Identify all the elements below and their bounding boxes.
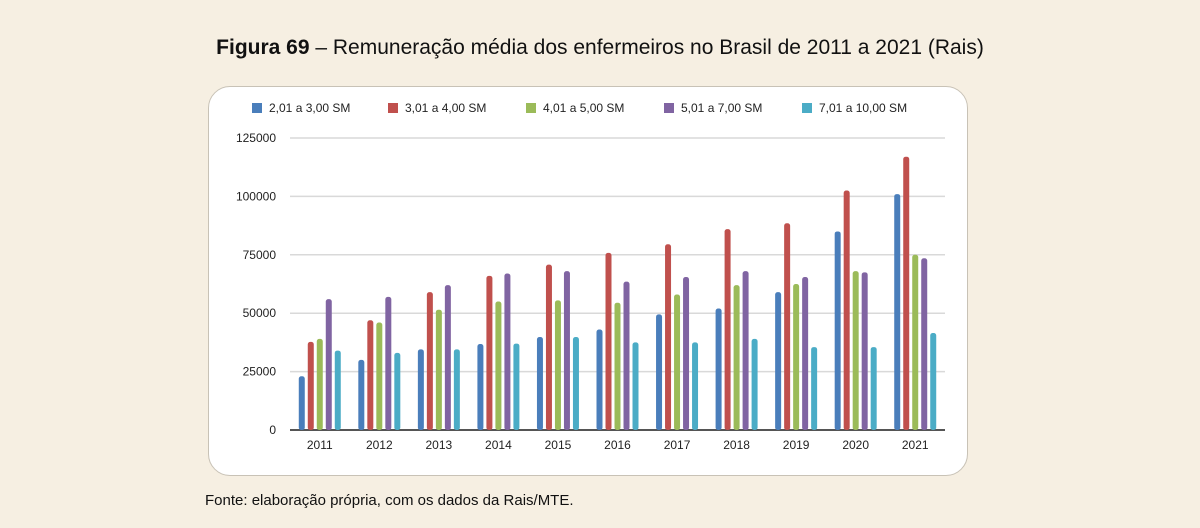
bar-3-01-a-4-00-SM-2020 [843, 190, 850, 430]
bar-3-01-a-4-00-SM-2021 [903, 156, 910, 431]
bar-7-01-a-10-00-SM-2011 [334, 350, 341, 430]
bar-7-01-a-10-00-SM-2020 [870, 347, 877, 430]
bar-2-01-a-3-00-SM-2016 [596, 329, 603, 430]
bar-2-01-a-3-00-SM-2012 [358, 359, 365, 430]
source-note: Fonte: elaboração própria, com os dados … [205, 492, 574, 509]
bar-4-01-a-5-00-SM-2020 [852, 271, 859, 430]
bar-4-01-a-5-00-SM-2019 [793, 284, 800, 430]
bar-4-01-a-5-00-SM-2018 [733, 285, 740, 430]
bar-4-01-a-5-00-SM-2017 [674, 294, 681, 430]
legend-label: 4,01 a 5,00 SM [543, 101, 624, 115]
x-tick-label: 2011 [307, 438, 333, 452]
legend-label: 2,01 a 3,00 SM [269, 101, 350, 115]
legend-swatch [664, 103, 674, 113]
bar-7-01-a-10-00-SM-2012 [394, 352, 401, 430]
legend-swatch [388, 103, 398, 113]
bar-5-01-a-7-00-SM-2011 [325, 299, 332, 430]
legend-label: 5,01 a 7,00 SM [681, 101, 762, 115]
x-tick-label: 2014 [485, 438, 512, 452]
bar-4-01-a-5-00-SM-2015 [554, 300, 561, 430]
bar-5-01-a-7-00-SM-2014 [504, 273, 511, 430]
bar-7-01-a-10-00-SM-2015 [572, 337, 579, 430]
bar-5-01-a-7-00-SM-2017 [683, 276, 690, 430]
x-tick-label: 2020 [842, 438, 869, 452]
x-tick-label: 2019 [783, 438, 810, 452]
x-tick-label: 2015 [545, 438, 572, 452]
y-tick-label: 0 [269, 423, 276, 437]
bar-2-01-a-3-00-SM-2013 [417, 349, 424, 430]
bar-7-01-a-10-00-SM-2019 [811, 347, 818, 430]
bar-3-01-a-4-00-SM-2018 [724, 229, 731, 430]
legend-swatch [526, 103, 536, 113]
bar-3-01-a-4-00-SM-2017 [665, 244, 672, 430]
x-tick-label: 2013 [426, 438, 453, 452]
bar-5-01-a-7-00-SM-2021 [921, 258, 928, 430]
bar-5-01-a-7-00-SM-2020 [861, 272, 868, 430]
y-tick-label: 75000 [243, 248, 277, 262]
bar-2-01-a-3-00-SM-2011 [298, 376, 305, 430]
y-tick-label: 50000 [243, 306, 277, 320]
chart-container [208, 86, 968, 476]
x-tick-label: 2016 [604, 438, 631, 452]
bar-3-01-a-4-00-SM-2015 [545, 264, 552, 430]
bar-7-01-a-10-00-SM-2016 [632, 342, 639, 430]
figure-caption: – Remuneração média dos enfermeiros no B… [309, 36, 984, 59]
bar-4-01-a-5-00-SM-2013 [435, 309, 442, 430]
bar-2-01-a-3-00-SM-2019 [775, 292, 782, 430]
bar-4-01-a-5-00-SM-2021 [912, 254, 919, 430]
y-tick-label: 25000 [243, 365, 277, 379]
bar-5-01-a-7-00-SM-2012 [385, 296, 392, 430]
bar-5-01-a-7-00-SM-2018 [742, 271, 749, 430]
legend-swatch [802, 103, 812, 113]
bar-4-01-a-5-00-SM-2014 [495, 301, 502, 430]
bar-2-01-a-3-00-SM-2018 [715, 308, 722, 430]
bar-2-01-a-3-00-SM-2020 [834, 231, 841, 430]
bar-4-01-a-5-00-SM-2011 [316, 338, 323, 430]
bar-2-01-a-3-00-SM-2014 [477, 344, 484, 430]
y-tick-label: 125000 [236, 131, 276, 145]
figure-number: Figura 69 [216, 36, 310, 59]
bar-4-01-a-5-00-SM-2016 [614, 302, 621, 430]
bar-5-01-a-7-00-SM-2013 [444, 285, 451, 430]
x-tick-label: 2017 [664, 438, 691, 452]
bar-3-01-a-4-00-SM-2013 [426, 292, 433, 430]
legend-swatch [252, 103, 262, 113]
bar-7-01-a-10-00-SM-2017 [692, 342, 699, 430]
x-tick-label: 2021 [902, 438, 929, 452]
bar-7-01-a-10-00-SM-2014 [513, 343, 520, 430]
bar-5-01-a-7-00-SM-2016 [623, 281, 630, 430]
bar-4-01-a-5-00-SM-2012 [376, 322, 383, 430]
bar-3-01-a-4-00-SM-2011 [307, 341, 314, 430]
bar-7-01-a-10-00-SM-2018 [751, 338, 758, 430]
x-tick-label: 2018 [723, 438, 750, 452]
x-tick-label: 2012 [366, 438, 393, 452]
bar-2-01-a-3-00-SM-2021 [894, 194, 901, 430]
bar-7-01-a-10-00-SM-2021 [930, 333, 937, 430]
bar-2-01-a-3-00-SM-2017 [656, 314, 663, 430]
y-tick-label: 100000 [236, 189, 276, 203]
figure-title: Figura 69 – Remuneração média dos enferm… [0, 36, 1200, 60]
bar-5-01-a-7-00-SM-2015 [563, 271, 570, 430]
legend-label: 3,01 a 4,00 SM [405, 101, 486, 115]
bar-5-01-a-7-00-SM-2019 [802, 276, 809, 430]
bar-3-01-a-4-00-SM-2019 [784, 223, 791, 430]
legend-label: 7,01 a 10,00 SM [819, 101, 907, 115]
bar-7-01-a-10-00-SM-2013 [453, 349, 460, 430]
bar-3-01-a-4-00-SM-2012 [367, 320, 374, 430]
bar-2-01-a-3-00-SM-2015 [536, 337, 543, 430]
bar-3-01-a-4-00-SM-2014 [486, 275, 493, 430]
bar-3-01-a-4-00-SM-2016 [605, 252, 612, 430]
